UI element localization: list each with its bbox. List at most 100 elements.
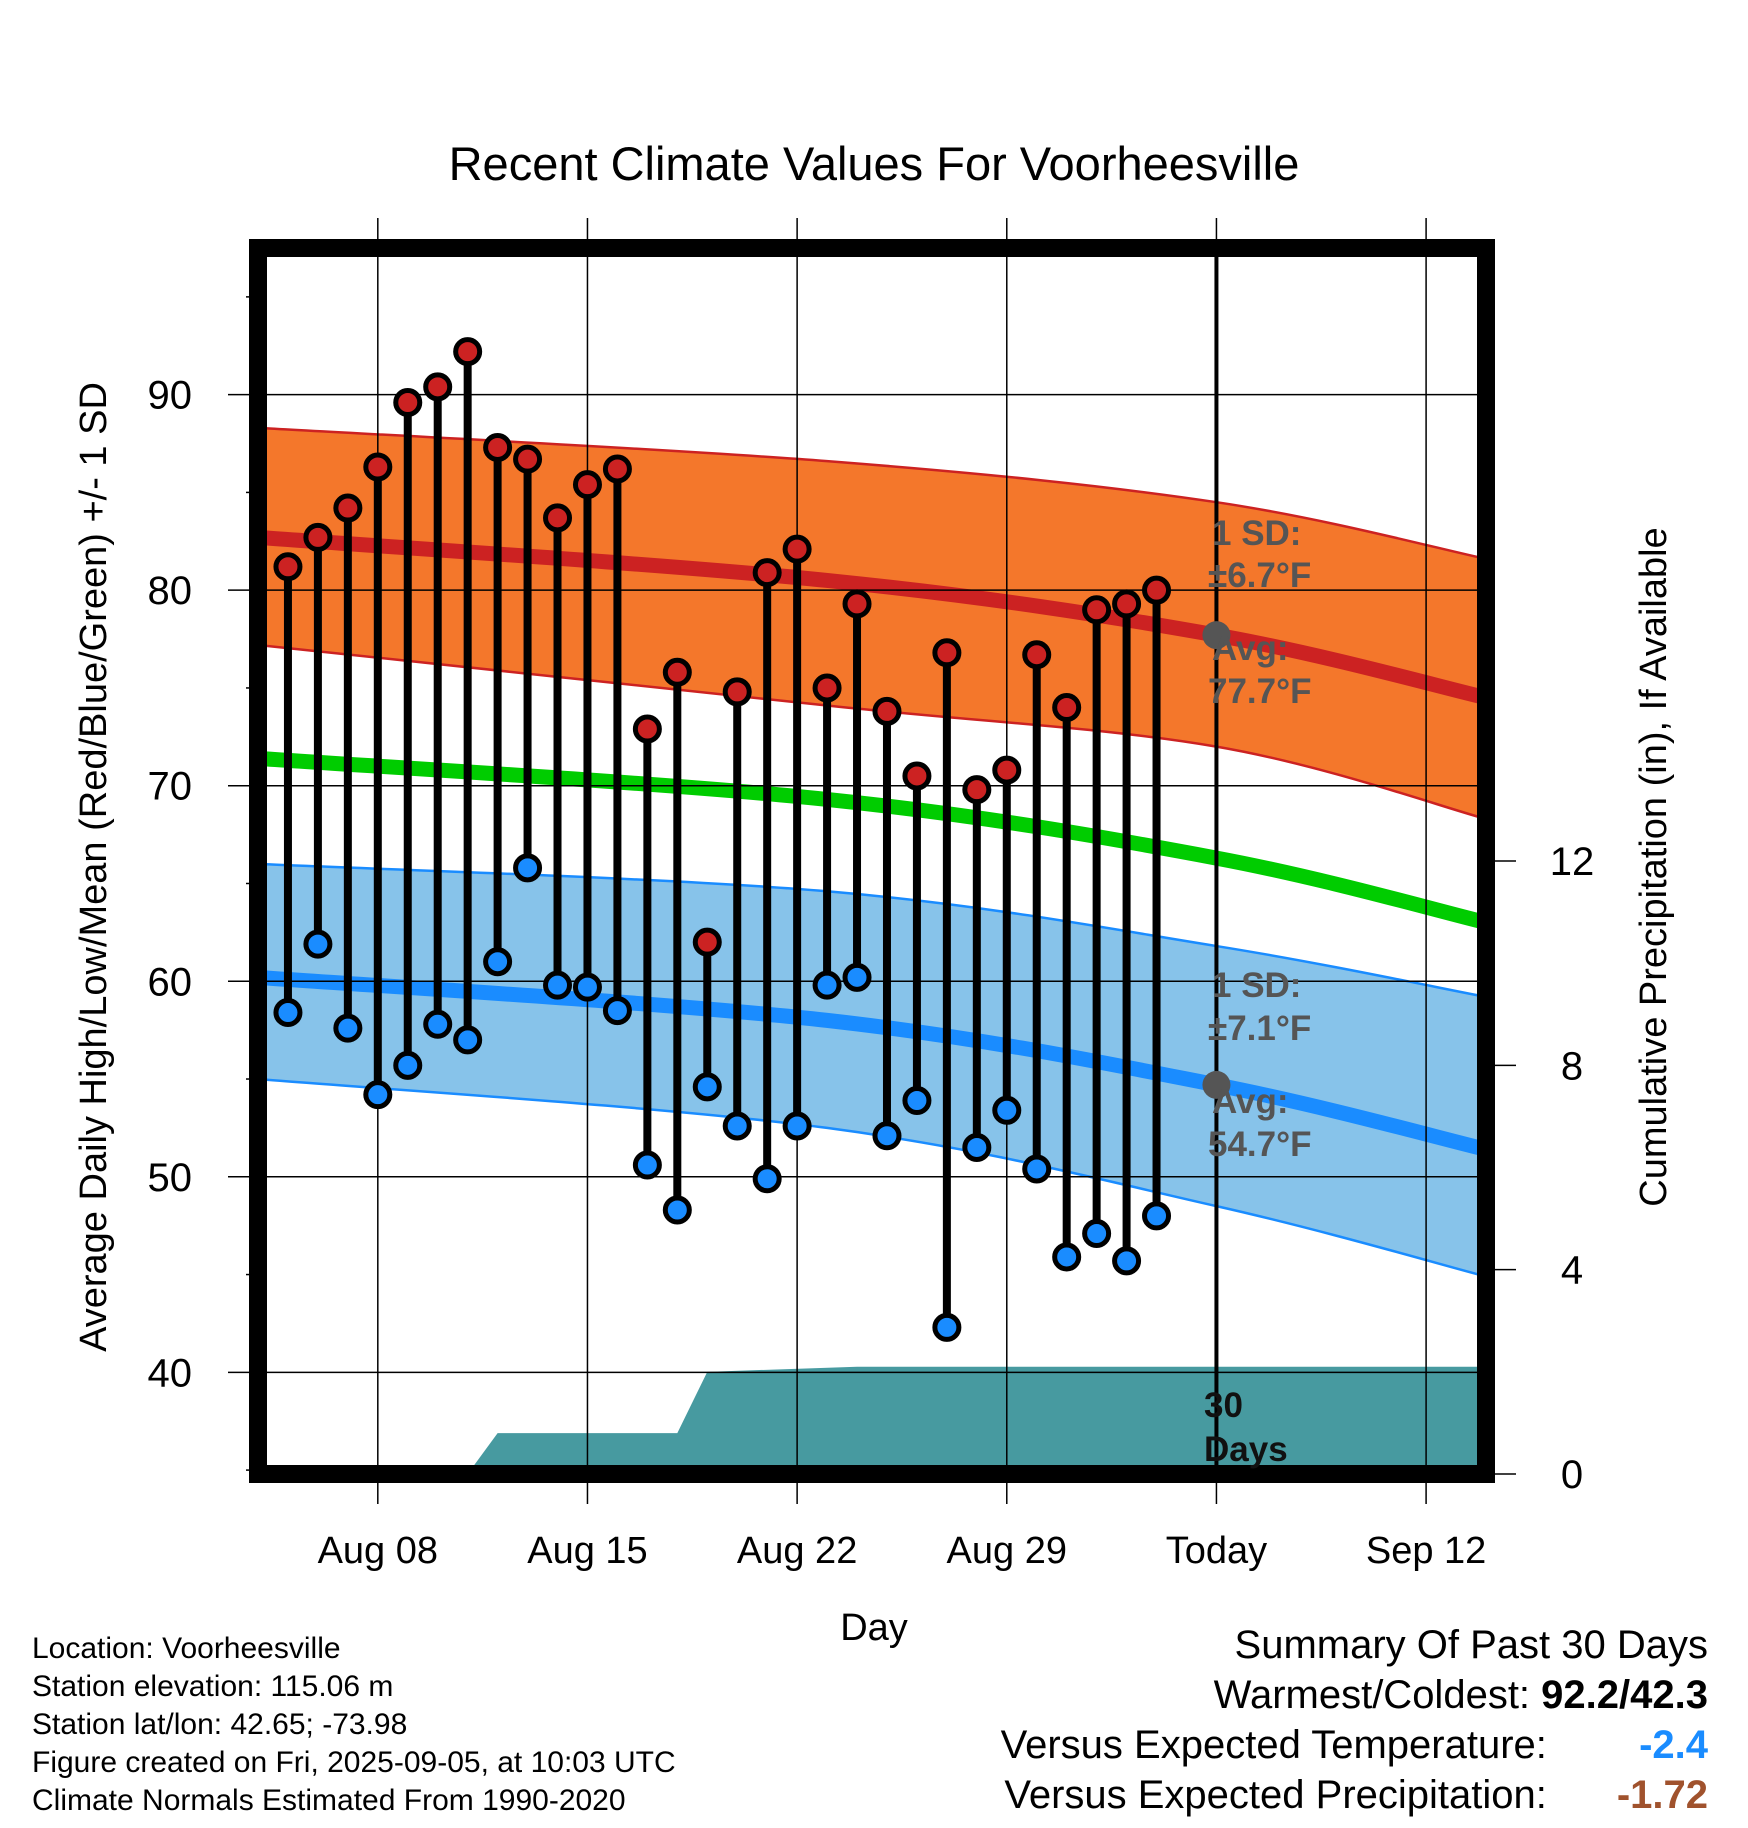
x-tick-label-4: Today: [1166, 1530, 1267, 1572]
y-axis-title: Average Daily High/Low/Mean (Red/Blue/Gr…: [73, 382, 115, 1352]
daily-high-point: [722, 677, 752, 707]
daily-high-point: [572, 470, 602, 500]
daily-low-point: [842, 962, 872, 992]
precip-value: -1.72: [1616, 1773, 1708, 1817]
temp-label: Versus Expected Temperature:: [1000, 1723, 1547, 1767]
daily-high-point: [872, 696, 902, 726]
daily-low-point: [513, 853, 543, 883]
daily-low-point: [632, 1150, 662, 1180]
daily-low-point: [932, 1312, 962, 1342]
normals-text: Climate Normals Estimated From 1990-2020: [32, 1784, 626, 1817]
daily-low-point: [1052, 1242, 1082, 1272]
summary-panel: Summary Of Past 30 Days Warmest/Coldest:…: [1001, 1620, 1708, 1820]
sd-band-0: [258, 427, 1486, 819]
daily-high-point: [782, 534, 812, 564]
location-text: Location: Voorheesville: [32, 1632, 341, 1665]
plot-frame: [249, 239, 1495, 1483]
daily-high-point: [333, 493, 363, 523]
daily-low-point: [273, 998, 303, 1028]
station-info: Location: Voorheesville Station elevatio…: [32, 1630, 676, 1820]
daily-high-point: [273, 552, 303, 582]
daily-low-point: [483, 947, 513, 977]
daily-high-point: [602, 454, 632, 484]
precip-area: [467, 1366, 1486, 1474]
daily-low-point: [722, 1111, 752, 1141]
y-tick-label-4: 80: [148, 569, 193, 613]
daily-high-point: [752, 558, 782, 588]
daily-high-point: [423, 372, 453, 402]
low-sd-value: ±7.1°F: [1208, 1009, 1311, 1048]
daily-high-point: [1082, 595, 1112, 625]
daily-high-point: [902, 761, 932, 791]
days-annotation: 30 Days: [1204, 1386, 1288, 1469]
annotations: 1 SD: ±6.7°F Avg: 77.7°F 1 SD: ±7.1°F Av…: [1208, 514, 1312, 1164]
daily-low-point: [662, 1195, 692, 1225]
x-axis-title: Day: [840, 1607, 908, 1649]
y-tick-label-2: 60: [148, 960, 193, 1004]
daily-high-point: [543, 503, 573, 533]
sd-band-1: [258, 863, 1486, 1277]
daily-high-point: [692, 927, 722, 957]
daily-low-point: [423, 1009, 453, 1039]
daily-low-point: [872, 1121, 902, 1151]
high-sd-value: ±6.7°F: [1208, 556, 1311, 595]
daily-low-point: [333, 1013, 363, 1043]
low-avg-label: Avg:: [1212, 1082, 1288, 1121]
warm-cold-value: 92.2/42.3: [1541, 1673, 1708, 1717]
high-avg-label: Avg:: [1212, 629, 1288, 668]
y2-axis-title: Cumulative Precipitation (in), If Availa…: [1633, 527, 1675, 1206]
daily-high-point: [992, 755, 1022, 785]
summary-title: Summary Of Past 30 Days: [1234, 1623, 1708, 1667]
precip-label: Versus Expected Precipitation:: [1004, 1773, 1547, 1817]
daily-low-point: [303, 929, 333, 959]
daily-high-point: [363, 452, 393, 482]
daily-high-point: [393, 387, 423, 417]
daily-high-point: [1142, 575, 1172, 605]
daily-low-point: [992, 1095, 1022, 1125]
y2-tick-label-1: 4: [1561, 1249, 1583, 1293]
warm-cold-label: Warmest/Coldest:: [1213, 1673, 1531, 1717]
marks-layer: [273, 248, 1231, 1474]
summary-precip: Versus Expected Precipitation: -1.72: [1001, 1770, 1708, 1820]
daily-high-point: [1112, 589, 1142, 619]
daily-high-point: [1052, 693, 1082, 723]
y2-tick-label-3: 12: [1550, 840, 1595, 884]
y-tick-label-1: 50: [148, 1156, 193, 1200]
daily-low-point: [1082, 1218, 1112, 1248]
days-number: 30: [1204, 1386, 1243, 1425]
x-tick-label-5: Sep 12: [1366, 1530, 1486, 1572]
daily-high-point: [662, 657, 692, 687]
daily-high-point: [932, 638, 962, 668]
days-word: Days: [1204, 1430, 1288, 1469]
daily-high-point: [483, 432, 513, 462]
daily-low-point: [962, 1132, 992, 1162]
daily-low-point: [393, 1050, 423, 1080]
x-tick-label-1: Aug 15: [527, 1530, 647, 1572]
x-tick-label-3: Aug 29: [947, 1530, 1067, 1572]
daily-low-point: [602, 996, 632, 1026]
daily-high-point: [962, 775, 992, 805]
high-sd-label: 1 SD:: [1212, 514, 1301, 553]
daily-high-point: [812, 673, 842, 703]
daily-high-point: [632, 714, 662, 744]
high-avg-value: 77.7°F: [1208, 672, 1312, 711]
daily-low-point: [1142, 1201, 1172, 1231]
y-tick-label-0: 40: [148, 1351, 193, 1395]
elevation-text: Station elevation: 115.06 m: [32, 1670, 394, 1703]
daily-high-point: [1022, 640, 1052, 670]
summary-warm-cold: Warmest/Coldest: 92.2/42.3: [1001, 1670, 1708, 1720]
chart-title: Recent Climate Values For Voorheesville: [449, 137, 1300, 190]
high-avg-marker: [1202, 621, 1231, 650]
daily-low-point: [363, 1080, 393, 1110]
summary-temp: Versus Expected Temperature: -2.4: [1001, 1720, 1708, 1770]
x-tick-label-0: Aug 08: [318, 1530, 438, 1572]
x-tick-label-2: Aug 22: [737, 1530, 857, 1572]
daily-high-point: [303, 522, 333, 552]
daily-low-point: [1022, 1154, 1052, 1184]
daily-high-point: [513, 444, 543, 474]
created-text: Figure created on Fri, 2025-09-05, at 10…: [32, 1746, 676, 1779]
y2-tick-label-2: 8: [1561, 1044, 1583, 1088]
y-tick-label-5: 90: [148, 374, 193, 418]
y2-tick-label-0: 0: [1561, 1453, 1583, 1497]
